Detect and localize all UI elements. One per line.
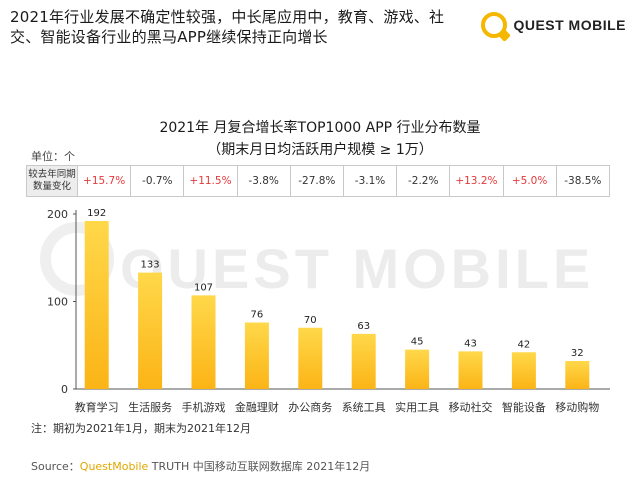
brand-logo: QUEST MOBILE (481, 12, 626, 38)
footnote: 注：期初为2021年1月，期末为2021年12月 (31, 422, 251, 435)
source-prefix: Source： (31, 460, 80, 473)
x-tick-label: 金融理财 (235, 400, 279, 414)
x-tick-label: 实用工具 (395, 400, 439, 414)
y-tick-label: 100 (47, 296, 68, 309)
yoy-cell: -3.1% (342, 165, 398, 197)
bar-value-label: 43 (464, 338, 477, 349)
bar (191, 295, 216, 389)
bar-value-label: 70 (304, 315, 317, 326)
bar-value-label: 107 (194, 282, 213, 293)
x-tick-label: 办公商务 (288, 400, 332, 414)
x-tick-label: 手机游戏 (182, 400, 226, 414)
source-rest: TRUTH 中国移动互联网数据库 2021年12月 (148, 460, 371, 473)
bar-value-label: 32 (571, 348, 584, 359)
page-headline: 2021年行业发展不确定性较强，中长尾应用中，教育、游戏、社交、智能设备行业的黑… (10, 8, 445, 46)
source-line: Source：QuestMobile TRUTH 中国移动互联网数据库 2021… (31, 458, 370, 474)
yoy-cell: -38.5% (555, 165, 611, 197)
bar (458, 351, 483, 389)
unit-label: 单位：个 (31, 150, 75, 163)
x-tick-label: 智能设备 (502, 400, 546, 414)
watermark-text: QUEST MOBILE (120, 237, 595, 300)
y-tick-label: 0 (61, 383, 68, 396)
yoy-change-table: 较去年同期数量变化 +15.7% -0.7% +11.5% -3.8% -27.8% -3… (26, 165, 611, 197)
x-tick-label: 移动购物 (555, 400, 599, 414)
yoy-cell: -27.8% (289, 165, 344, 197)
bar-value-label: 45 (411, 337, 424, 348)
yoy-header: 较去年同期数量变化 (26, 165, 78, 197)
x-tick-label: 移动社交 (449, 400, 493, 414)
bar (565, 361, 590, 389)
bar-value-label: 42 (518, 339, 531, 350)
x-tick-label: 生活服务 (128, 400, 172, 414)
bar-value-label: 133 (141, 260, 160, 271)
bar (511, 352, 536, 389)
yoy-cell: -3.8% (236, 165, 291, 197)
bar (244, 322, 269, 389)
yoy-cell: +5.0% (502, 165, 557, 197)
yoy-cell: +13.2% (449, 165, 504, 197)
bar (84, 221, 109, 389)
bar (138, 272, 163, 389)
bar-value-label: 192 (87, 208, 106, 219)
chart-subtitle: （期末月日均活跃用户规模 ≥ 1万） (207, 142, 433, 158)
brand-name: QUEST MOBILE (513, 17, 626, 33)
quest-mobile-logo-icon (481, 12, 508, 38)
x-tick-label: 教育学习 (75, 400, 119, 414)
bar-value-label: 63 (357, 321, 370, 332)
x-tick-label: 系统工具 (342, 401, 386, 414)
bar (351, 333, 376, 389)
bar (405, 349, 430, 389)
bar (298, 327, 323, 389)
source-brand: QuestMobile (79, 460, 149, 473)
yoy-cell: +15.7% (76, 165, 132, 197)
chart-title: 2021年 月复合增长率TOP1000 APP 行业分布数量 (159, 120, 481, 136)
yoy-cell: +11.5% (183, 165, 238, 197)
y-tick-label: 200 (47, 208, 68, 221)
yoy-change-row: 较去年同期数量变化 +15.7% -0.7% +11.5% -3.8% -27.8% -3… (26, 165, 611, 197)
bar-value-label: 76 (251, 310, 264, 321)
